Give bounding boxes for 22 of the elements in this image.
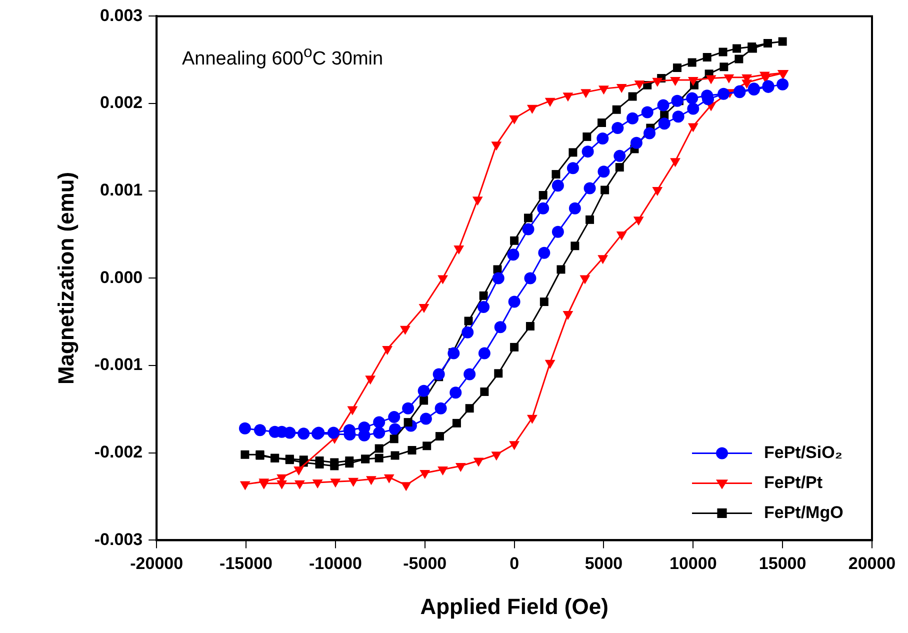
x-tick-label: -5000 <box>403 554 447 574</box>
legend-label: FePt/SiO₂ <box>764 442 842 462</box>
legend-label: FePt/Pt <box>764 472 823 492</box>
x-tick-label: 20000 <box>848 554 896 574</box>
x-tick-label: 15000 <box>758 554 806 574</box>
x-tick-label: 0 <box>510 554 520 574</box>
x-tick-label: 5000 <box>584 554 623 574</box>
x-tick-label: -15000 <box>220 554 272 574</box>
y-tick-label: -0.003 <box>94 530 143 549</box>
y-tick-label: 0.000 <box>100 268 143 287</box>
y-tick-label: 0.003 <box>100 6 143 25</box>
x-tick-label: -10000 <box>308 554 362 574</box>
y-tick-label: -0.001 <box>94 355 143 374</box>
x-axis-title: Applied Field (Oe) <box>420 594 608 619</box>
annotation: Annealing 600$^{o}$C 30min <box>182 44 384 70</box>
y-tick-label: 0.001 <box>100 180 143 200</box>
y-tick-label: 0.002 <box>100 93 143 112</box>
legend-label: FePt/MgO <box>764 502 844 522</box>
y-tick-label: -0.002 <box>94 442 143 462</box>
x-tick-label: 10000 <box>670 554 717 574</box>
y-axis-title: Magnetization (emu) <box>53 172 78 385</box>
x-tick-label: -20000 <box>130 554 184 574</box>
